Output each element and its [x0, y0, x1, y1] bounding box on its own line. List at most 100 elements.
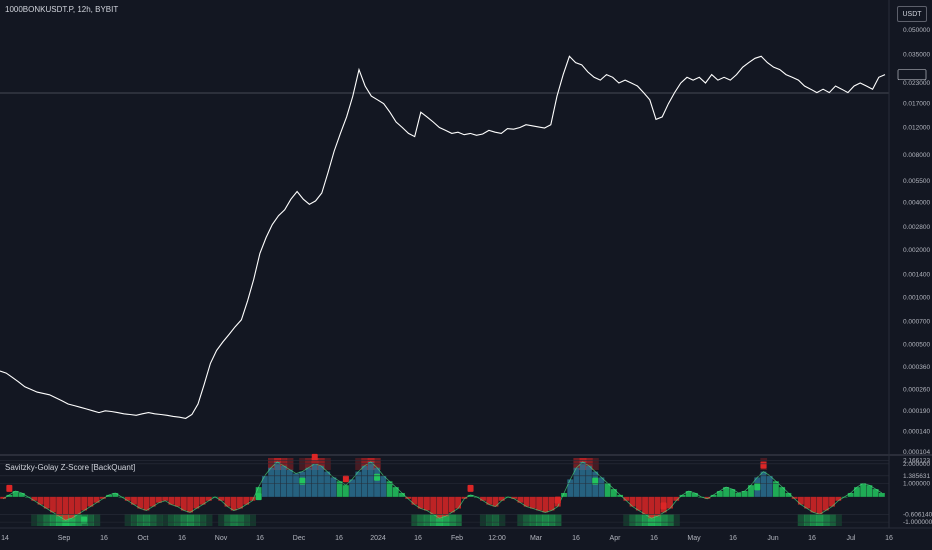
oversold-band-cell	[648, 514, 655, 526]
indicator-tick-label: 1.000000	[903, 480, 930, 487]
histogram-bar	[797, 496, 804, 505]
oversold-band-cell	[554, 514, 562, 526]
histogram-bar	[878, 492, 885, 497]
histogram-bar	[324, 471, 331, 497]
histogram-bar	[573, 467, 580, 497]
oversold-band-cell	[149, 514, 157, 526]
histogram-bar	[729, 489, 736, 497]
price-tick-label: 0.000360	[903, 364, 930, 371]
indicator-tick-label: 1.385631	[903, 473, 930, 480]
histogram-bar	[816, 496, 823, 515]
histogram-bar	[679, 494, 686, 497]
histogram-bar	[623, 496, 630, 501]
indicator-title[interactable]: Savitzky-Golay Z-Score [BackQuant]	[5, 463, 136, 472]
histogram-bar	[143, 496, 150, 511]
histogram-bar	[835, 496, 842, 501]
oversold-band-cell	[417, 514, 425, 526]
histogram-bar	[168, 496, 175, 505]
currency-button[interactable]: USDT	[897, 6, 927, 22]
histogram-bar	[635, 496, 642, 511]
histogram-bar	[255, 487, 262, 497]
oversold-band-cell	[87, 514, 94, 526]
time-tick-label: Jun	[767, 535, 778, 542]
oversold-band-cell	[124, 514, 132, 526]
oversold-band-cell	[31, 514, 38, 526]
histogram-bar	[854, 487, 860, 497]
histogram-bar	[237, 496, 243, 509]
price-tick-label: 0.000140	[903, 429, 930, 436]
histogram-bar	[162, 496, 169, 501]
zscore-line	[2, 461, 883, 521]
histogram-bar	[442, 496, 449, 517]
oversold-band-cell	[249, 514, 257, 526]
histogram-bar	[0, 496, 7, 499]
histogram-bar	[455, 496, 461, 509]
histogram-bar	[648, 496, 655, 519]
histogram-bar	[548, 496, 555, 511]
time-tick-label: 2024	[370, 535, 386, 542]
time-tick-label: 16	[729, 535, 737, 542]
histogram-bar	[704, 496, 711, 499]
histogram-bar	[847, 492, 854, 497]
time-tick-label: Nov	[215, 535, 228, 542]
histogram-bar	[860, 483, 867, 497]
histogram-bar	[399, 492, 405, 497]
histogram-bar	[6, 494, 13, 497]
oversold-band-cell	[224, 514, 232, 526]
oversold-band-cell	[236, 514, 244, 526]
oversold-band-cell	[186, 514, 194, 526]
oversold-band-cell	[442, 514, 450, 526]
histogram-bar	[785, 492, 792, 497]
histogram-bar	[342, 485, 349, 497]
histogram-bar	[392, 487, 399, 497]
oversold-band-cell	[498, 514, 506, 526]
histogram-bar	[367, 461, 374, 497]
oversold-band-cell	[635, 514, 643, 526]
histogram-bar	[318, 465, 324, 497]
histogram-bar	[748, 485, 754, 497]
histogram-bar	[193, 496, 200, 509]
histogram-bar	[280, 465, 287, 497]
oversold-band-cell	[193, 514, 200, 526]
histogram-bar	[249, 496, 256, 501]
oversold-band-cell	[529, 514, 537, 526]
histogram-bar	[361, 465, 368, 497]
histogram-bar	[293, 473, 299, 497]
histogram-bar	[436, 496, 443, 519]
time-tick-label: 12:00	[488, 535, 506, 542]
oversold-band-cell	[411, 514, 419, 526]
oversold-band-cell	[205, 514, 213, 526]
price-tick-label: 0.000260	[903, 386, 930, 393]
price-tick-label: 0.001400	[903, 271, 930, 278]
histogram-bar	[311, 463, 318, 497]
time-tick-label: 16	[414, 535, 422, 542]
time-tick-label: 16	[178, 535, 186, 542]
indicator-tick-label: 2.166123	[903, 458, 930, 465]
oversold-band-cell	[486, 514, 493, 526]
price-series-line	[0, 55, 886, 419]
symbol-label[interactable]: 1000BONKUSDT.P, 12h, BYBIT	[5, 5, 119, 14]
histogram-bar	[417, 496, 424, 509]
histogram-bar	[336, 481, 343, 497]
price-tick-label: 0.000104	[903, 449, 930, 456]
oversold-band-cell	[180, 514, 188, 526]
oversold-band-cell	[542, 514, 549, 526]
oversold-band-cell	[810, 514, 817, 526]
oversold-band-cell	[535, 514, 543, 526]
histogram-bar	[81, 496, 88, 511]
histogram-bar	[62, 496, 69, 521]
histogram-bar	[330, 477, 337, 497]
time-axis: 14 Sep 16 Oct 16 Nov 16 Dec 16 2024 16 Feb 12:00 Mar 1…	[1, 535, 893, 542]
histogram-bar	[261, 475, 268, 497]
histogram-bar	[31, 496, 38, 501]
oversold-band-cell	[37, 514, 45, 526]
histogram-bar	[492, 496, 499, 507]
histogram-bar	[56, 496, 63, 517]
oversold-band-cell	[673, 514, 680, 526]
oversold-band-cell	[74, 514, 82, 526]
histogram-bar	[106, 494, 112, 497]
histogram-bar	[43, 496, 50, 509]
histogram-bar	[99, 496, 106, 499]
